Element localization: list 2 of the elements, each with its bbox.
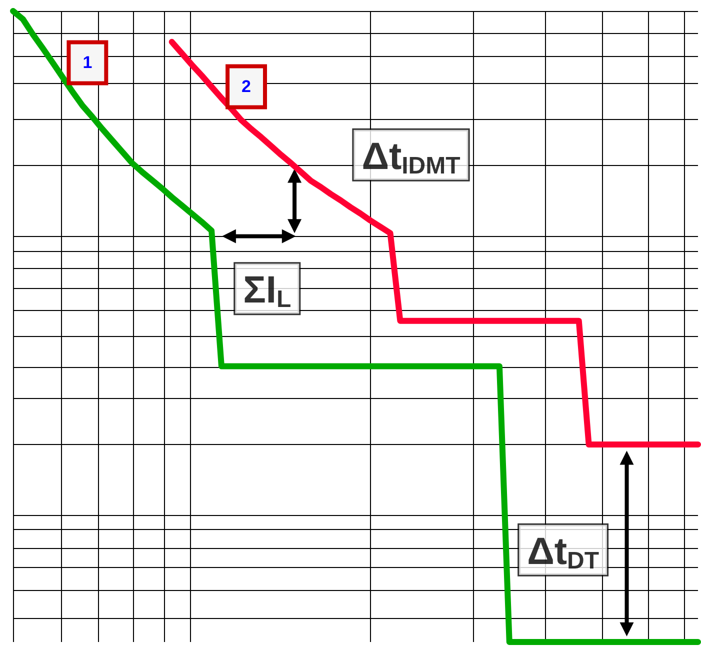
series-label: 1 [82, 53, 92, 72]
series-label: 2 [242, 77, 252, 96]
